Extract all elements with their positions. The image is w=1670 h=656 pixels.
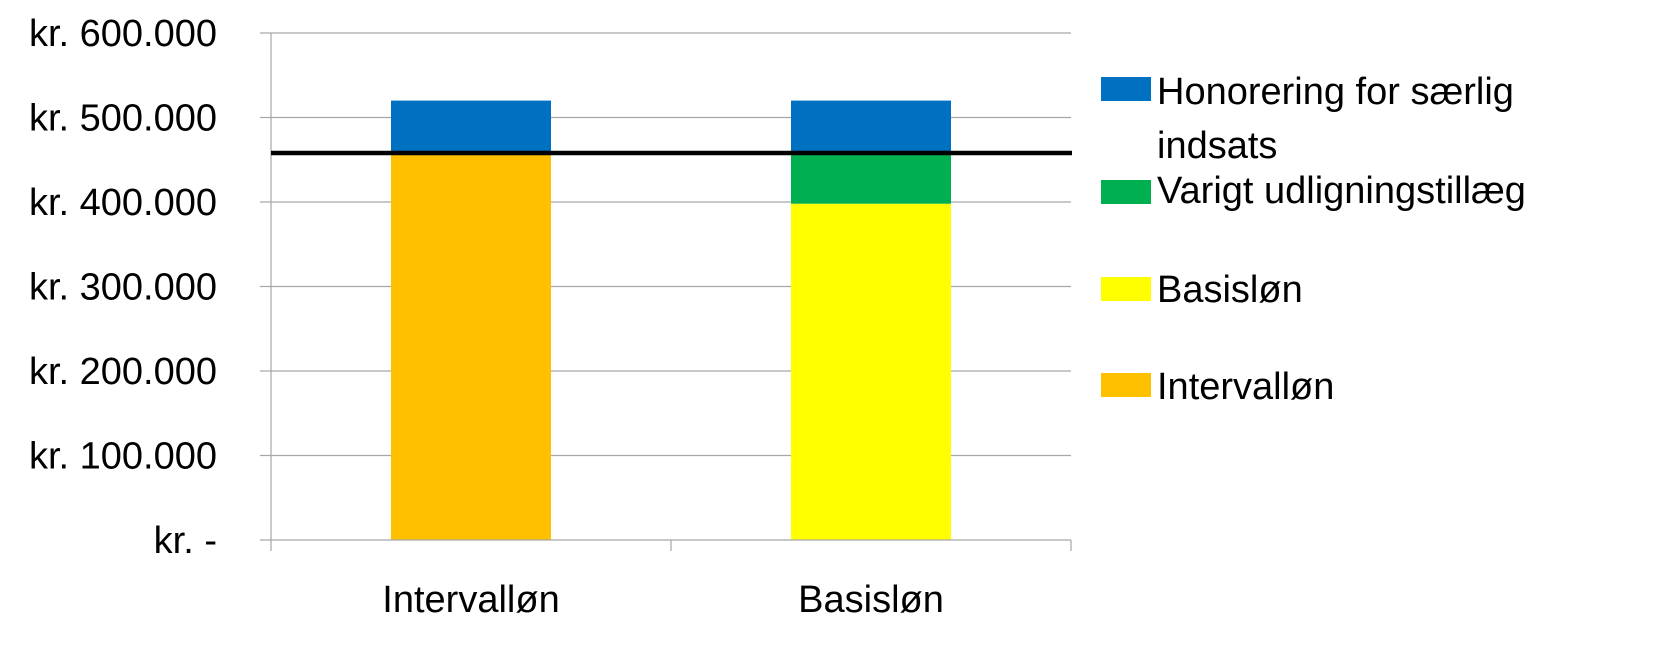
bar-segment-honorering-for-særlig-indsats: [391, 100, 551, 153]
x-category-label: Basisløn: [798, 579, 944, 621]
legend-swatch: [1101, 180, 1151, 204]
legend-label: indsats: [1157, 125, 1277, 167]
y-tick-label: kr. 500.000: [29, 98, 217, 140]
axes: [260, 32, 1072, 551]
bar-segment-honorering-for-særlig-indsats: [791, 100, 951, 153]
legend-label: Honorering for særlig: [1157, 71, 1514, 113]
legend-swatch: [1101, 77, 1151, 101]
bars: [391, 100, 951, 541]
bar-segment-varigt-udligningstillæg: [791, 152, 951, 204]
y-tick-label: kr. -: [154, 520, 217, 562]
y-tick-label: kr. 300.000: [29, 267, 217, 309]
legend-swatch: [1101, 277, 1151, 301]
legend-label: Basisløn: [1157, 269, 1303, 311]
y-axis-tick-labels: kr. - kr. 100.000 kr. 200.000 kr. 300.000 kr…: [29, 13, 217, 562]
x-category-label: Intervalløn: [382, 579, 559, 621]
legend-label: Intervalløn: [1157, 366, 1334, 408]
legend-label: Varigt udligningstillæg: [1157, 170, 1526, 212]
bar-segment-basisløn: [791, 203, 951, 540]
y-tick-label: kr. 600.000: [29, 13, 217, 55]
legend-swatch: [1101, 373, 1151, 397]
y-tick-label: kr. 200.000: [29, 351, 217, 393]
y-tick-label: kr. 400.000: [29, 182, 217, 224]
y-tick-label: kr. 100.000: [29, 436, 217, 478]
bar-segment-intervalløn: [391, 152, 551, 541]
x-axis-category-labels: Intervalløn Basisløn: [382, 579, 944, 621]
